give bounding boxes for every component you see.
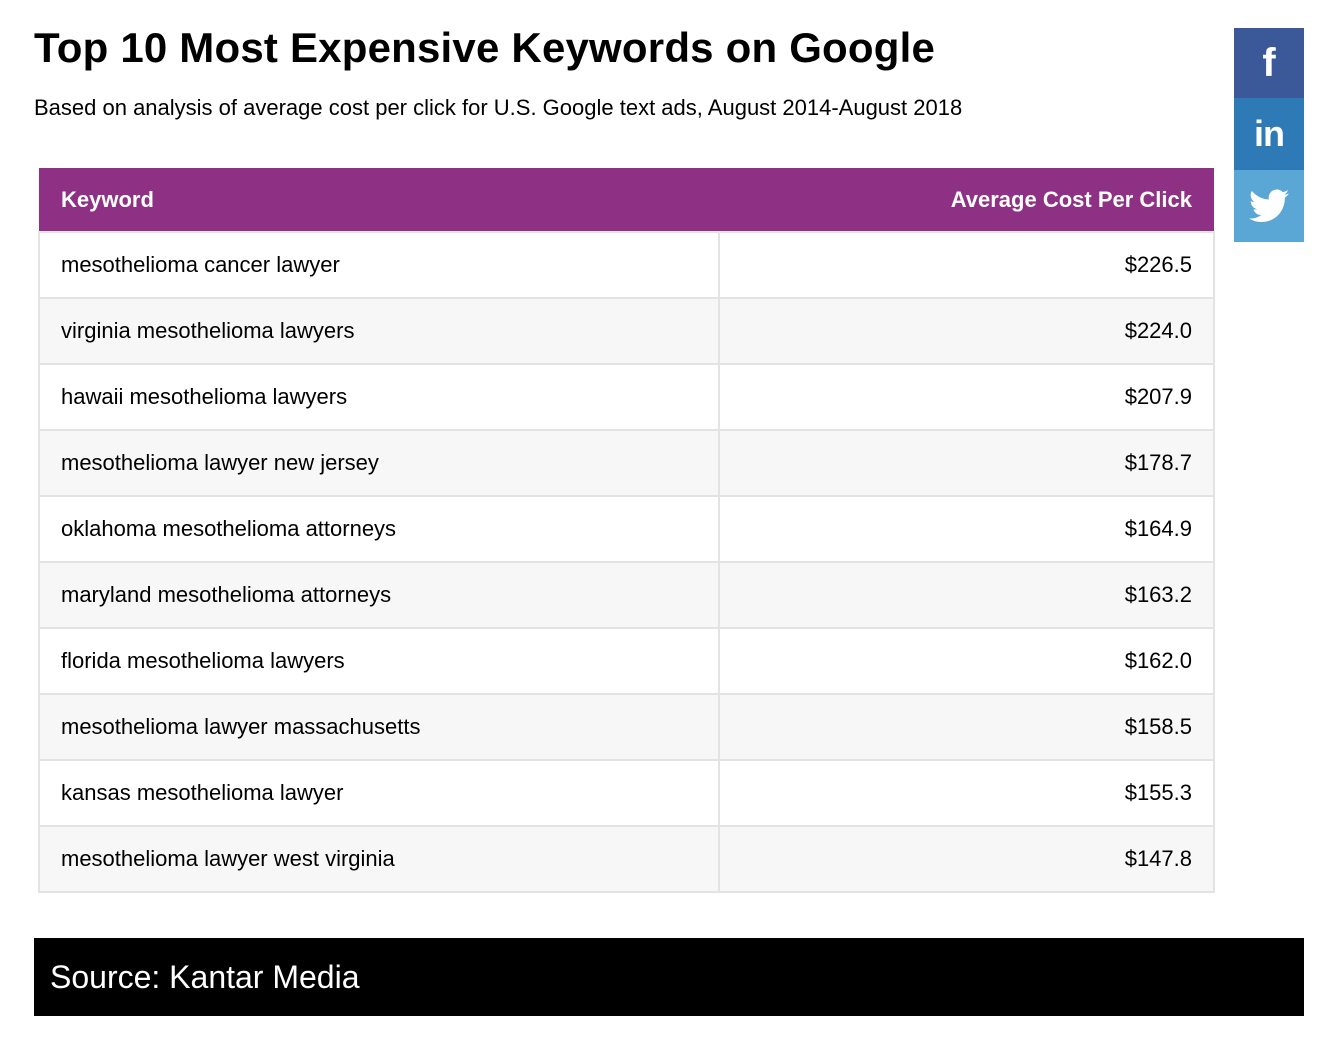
table-row: oklahoma mesothelioma attorneys $164.9 xyxy=(38,495,1215,563)
cpc-cell: $207.9 xyxy=(718,363,1215,431)
twitter-share-button[interactable] xyxy=(1234,170,1304,242)
keyword-cell: mesothelioma lawyer west virginia xyxy=(38,825,720,893)
cpc-cell: $178.7 xyxy=(718,429,1215,497)
linkedin-icon: in xyxy=(1254,113,1285,154)
keyword-table: Keyword Average Cost Per Click mesotheli… xyxy=(38,168,1215,893)
social-share-bar: f in xyxy=(1234,28,1304,242)
linkedin-share-button[interactable]: in xyxy=(1234,98,1304,170)
column-header-keyword: Keyword xyxy=(39,168,719,232)
table-body: mesothelioma cancer lawyer $226.5 virginia… xyxy=(38,231,1215,893)
table-row: virginia mesothelioma lawyers $224.0 xyxy=(38,297,1215,365)
page-subtitle: Based on analysis of average cost per cl… xyxy=(34,95,963,120)
table-row: mesothelioma lawyer west virginia $147.8 xyxy=(38,825,1215,893)
table-row: maryland mesothelioma attorneys $163.2 xyxy=(38,561,1215,629)
cpc-cell: $162.0 xyxy=(718,627,1215,695)
keyword-cell: kansas mesothelioma lawyer xyxy=(38,759,720,827)
table-row: mesothelioma cancer lawyer $226.5 xyxy=(38,231,1215,299)
keyword-cell: maryland mesothelioma attorneys xyxy=(38,561,720,629)
table-header-row: Keyword Average Cost Per Click xyxy=(39,168,1214,232)
keyword-cell: hawaii mesothelioma lawyers xyxy=(38,363,720,431)
cpc-cell: $163.2 xyxy=(718,561,1215,629)
cpc-cell: $158.5 xyxy=(718,693,1215,761)
facebook-icon: f xyxy=(1262,41,1276,85)
facebook-share-button[interactable]: f xyxy=(1234,28,1304,98)
twitter-icon xyxy=(1249,189,1289,222)
cpc-cell: $224.0 xyxy=(718,297,1215,365)
keyword-cell: florida mesothelioma lawyers xyxy=(38,627,720,695)
keyword-cell: oklahoma mesothelioma attorneys xyxy=(38,495,720,563)
cpc-cell: $226.5 xyxy=(718,231,1215,299)
source-footer: Source: Kantar Media xyxy=(34,938,1304,1016)
table-row: hawaii mesothelioma lawyers $207.9 xyxy=(38,363,1215,431)
table-row: mesothelioma lawyer massachusetts $158.5 xyxy=(38,693,1215,761)
cpc-cell: $147.8 xyxy=(718,825,1215,893)
keyword-cell: mesothelioma lawyer massachusetts xyxy=(38,693,720,761)
cpc-cell: $155.3 xyxy=(718,759,1215,827)
table-row: kansas mesothelioma lawyer $155.3 xyxy=(38,759,1215,827)
table-row: mesothelioma lawyer new jersey $178.7 xyxy=(38,429,1215,497)
page-title: Top 10 Most Expensive Keywords on Google xyxy=(34,24,936,71)
keyword-cell: mesothelioma lawyer new jersey xyxy=(38,429,720,497)
column-header-cpc: Average Cost Per Click xyxy=(719,168,1214,232)
table-row: florida mesothelioma lawyers $162.0 xyxy=(38,627,1215,695)
cpc-cell: $164.9 xyxy=(718,495,1215,563)
keyword-cell: virginia mesothelioma lawyers xyxy=(38,297,720,365)
keyword-cell: mesothelioma cancer lawyer xyxy=(38,231,720,299)
